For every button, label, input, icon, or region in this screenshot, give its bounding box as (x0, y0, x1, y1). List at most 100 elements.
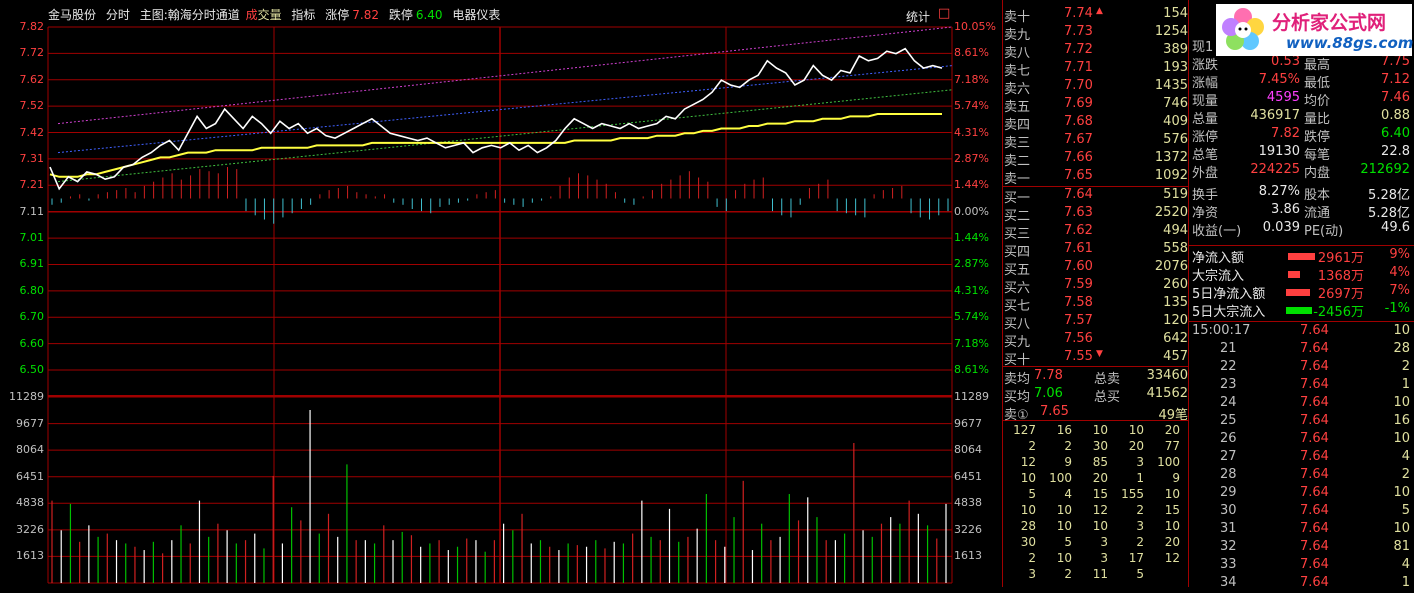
order-book-row[interactable]: 买二 7.63 2520 (1004, 205, 1188, 224)
tick-time: 30 (1220, 503, 1237, 518)
order-price: 7.60 (1064, 259, 1093, 274)
order-book-row[interactable]: 卖四 7.68 409 (1004, 114, 1188, 133)
quote-label: 涨跌 (1192, 58, 1219, 73)
order-book-row[interactable]: 买一 7.64 519 (1004, 187, 1188, 206)
order-price: 7.55 (1064, 349, 1093, 364)
quote-row: 总笔 19130 每笔 22.8 (1192, 144, 1412, 163)
sell-total-label: 总卖 (1094, 372, 1121, 387)
tick-time: 22 (1220, 359, 1237, 374)
quote-row: 涨跌 0.53 最高 7.75 (1192, 54, 1412, 73)
percent-axis-label: 2.87% (954, 257, 989, 271)
order-book-row[interactable]: 买十 7.55 ▼ 457 (1004, 349, 1188, 368)
order-book-row[interactable]: 买七 7.58 135 (1004, 295, 1188, 314)
quote-value: 436917 (1250, 108, 1300, 123)
quote-value: 224225 (1250, 162, 1300, 177)
tick-price: 7.64 (1300, 467, 1329, 482)
order-book-row[interactable]: 卖十 7.74 ▲ 154 (1004, 6, 1188, 25)
stats-button[interactable]: 统计 (906, 10, 931, 24)
order-book-row[interactable]: 买八 7.57 120 (1004, 313, 1188, 332)
tick-price: 7.64 (1300, 575, 1329, 590)
main-chart-label[interactable]: 主图:翰海分时通道 (139, 8, 240, 22)
tick-row: 23 7.64 1 (1192, 377, 1412, 395)
indicator-label[interactable]: 指标 (291, 8, 316, 22)
queue-cell: 2 (1028, 551, 1036, 565)
industry-label[interactable]: 电器仪表 (452, 8, 501, 22)
volume-label-yellow: 交量 (257, 8, 282, 22)
order-book-row[interactable]: 买五 7.60 2076 (1004, 259, 1188, 278)
tick-price: 7.64 (1300, 539, 1329, 554)
queue-cell: 3 (1136, 519, 1144, 533)
queue-cell: 85 (1092, 455, 1108, 469)
buy-total: 41562 (1146, 386, 1188, 401)
intraday-chart[interactable] (0, 0, 1002, 587)
order-book-row[interactable]: 买三 7.62 494 (1004, 223, 1188, 242)
queue-cell: 12 (1164, 551, 1180, 565)
queue-cell: 12 (1092, 503, 1108, 517)
queue-cell: 10 (1164, 487, 1180, 501)
order-volume: 746 (1163, 96, 1188, 111)
tick-time: 21 (1220, 341, 1237, 356)
order-volume: 260 (1163, 277, 1188, 292)
tick-time: 24 (1220, 395, 1237, 410)
tick-price: 7.64 (1300, 359, 1329, 374)
percent-axis-label: 0.00% (954, 204, 989, 218)
quote-label: 外盘 (1192, 166, 1219, 181)
tick-time: 15:00:17 (1192, 323, 1251, 338)
queue-cell: 20 (1128, 439, 1144, 453)
queue-cell: 20 (1164, 423, 1180, 437)
site-logo[interactable]: 分析家公式网 www.88gs.com (1216, 4, 1413, 56)
order-book-row[interactable]: 卖一 7.65 1092 (1004, 168, 1188, 187)
order-label: 卖一 (1004, 172, 1031, 187)
order-book-row[interactable]: 卖六 7.70 1435 (1004, 78, 1188, 97)
quote-label-2: 跌停 (1304, 130, 1331, 145)
order-book-row[interactable]: 卖三 7.67 576 (1004, 132, 1188, 151)
order-volume: 1435 (1154, 78, 1188, 93)
quote-label-2: 每笔 (1304, 148, 1331, 163)
quote-row: 净资 3.86 流通 5.28亿 (1192, 202, 1412, 221)
tick-price: 7.64 (1300, 395, 1329, 410)
order-book-row[interactable]: 卖八 7.72 389 (1004, 42, 1188, 61)
order-book-row[interactable]: 卖七 7.71 193 (1004, 60, 1188, 79)
order-book-row[interactable]: 卖五 7.69 746 (1004, 96, 1188, 115)
queue-cell: 2 (1064, 567, 1072, 581)
order-book-row[interactable]: 买九 7.56 642 (1004, 331, 1188, 350)
order-book-row[interactable]: 卖二 7.66 1372 (1004, 150, 1188, 169)
quote-row: 涨停 7.82 跌停 6.40 (1192, 126, 1412, 145)
flow-percent: 7% (1389, 283, 1410, 298)
order-book-row[interactable]: 买四 7.61 558 (1004, 241, 1188, 260)
order-price: 7.66 (1064, 150, 1093, 165)
sell1-queue-label: 卖① (1004, 408, 1029, 423)
stock-name[interactable]: 金马股份 (48, 8, 97, 22)
order-label: 卖六 (1004, 82, 1031, 97)
tick-volume: 10 (1393, 323, 1410, 338)
order-book-row[interactable]: 卖九 7.73 1254 (1004, 24, 1188, 43)
flow-bar (1288, 271, 1300, 278)
capital-flow-row: 净流入额 2961万 9% (1192, 247, 1412, 266)
percent-axis-label: 5.74% (954, 99, 989, 113)
queue-cell: 3 (1100, 551, 1108, 565)
limit-up-value: 7.82 (352, 8, 379, 22)
queue-cell: 100 (1157, 455, 1180, 469)
price-axis-label: 7.01 (19, 231, 45, 245)
capital-flow-row: 大宗流入 1368万 4% (1192, 265, 1412, 284)
volume-axis-label: 6451 (16, 469, 44, 483)
order-price: 7.68 (1064, 114, 1093, 129)
queue-cell: 30 (1092, 439, 1108, 453)
tick-volume: 10 (1393, 521, 1410, 536)
flow-value: -2456万 (1313, 305, 1364, 320)
tick-volume: 16 (1393, 413, 1410, 428)
volume-label[interactable]: 成交量 (246, 8, 282, 22)
order-book-row[interactable]: 买六 7.59 260 (1004, 277, 1188, 296)
order-price: 7.57 (1064, 313, 1093, 328)
queue-cell: 11 (1092, 567, 1108, 581)
tick-price: 7.64 (1300, 323, 1329, 338)
close-box[interactable]: □ (938, 6, 951, 21)
sell1-queue-row[interactable]: 卖① 7.65 49笔 (1004, 404, 1188, 423)
mode-label[interactable]: 分时 (105, 8, 130, 22)
quote-row: 外盘 224225 内盘 212692 (1192, 162, 1412, 181)
queue-cell: 16 (1056, 423, 1072, 437)
tick-row: 33 7.64 4 (1192, 557, 1412, 575)
order-label: 买二 (1004, 209, 1031, 224)
tick-time: 27 (1220, 449, 1237, 464)
volume-axis-label: 9677 (16, 416, 44, 430)
